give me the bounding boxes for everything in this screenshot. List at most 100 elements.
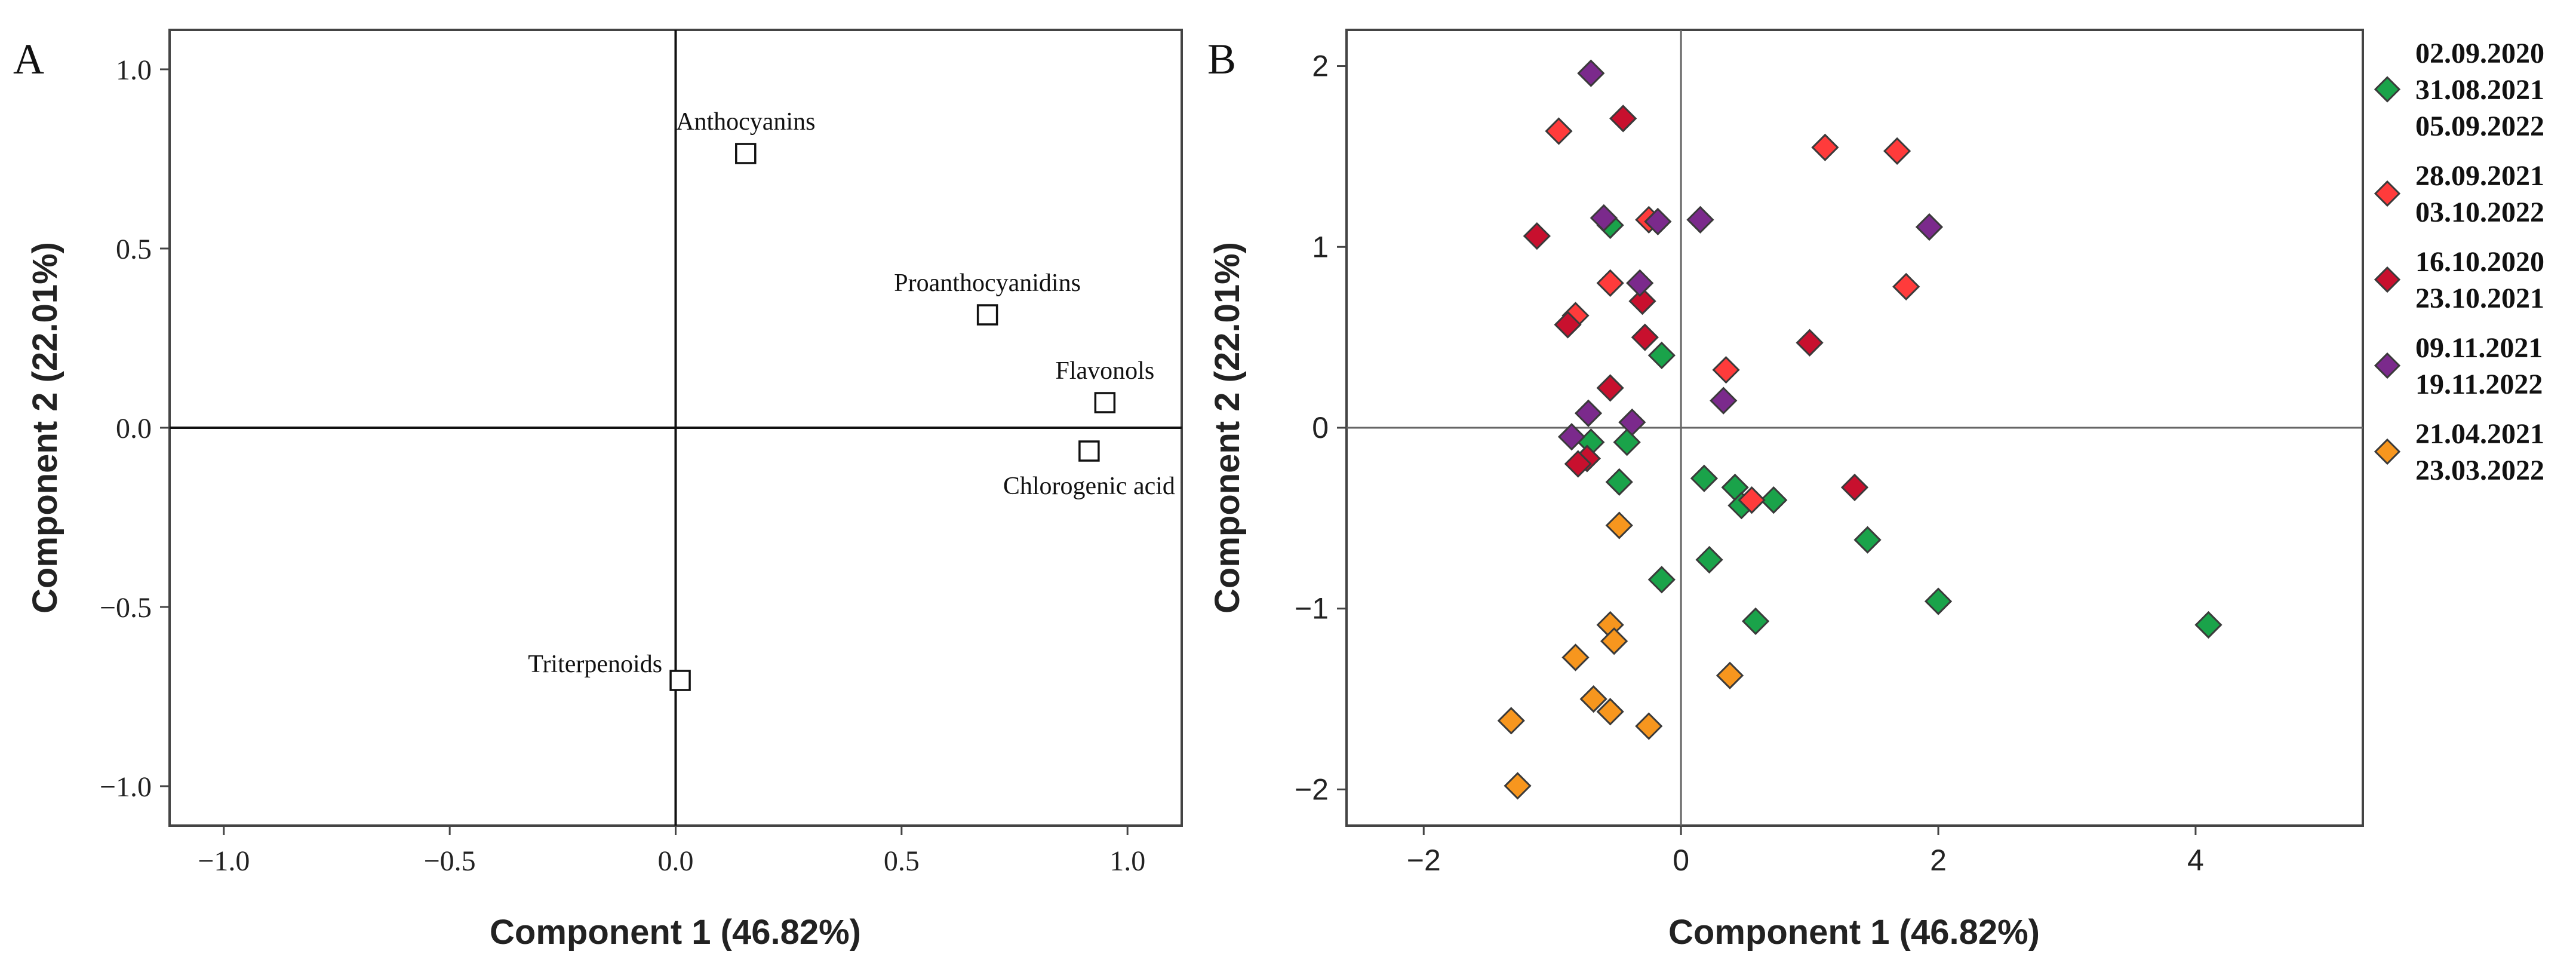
b-x-tick-label: 0 [1673,844,1689,877]
b-legend-label: 03.10.2022 [2415,197,2544,228]
b-legend-label: 16.10.2020 [2415,246,2544,278]
b-score-marker [1716,661,1744,689]
b-score-marker [1738,486,1766,514]
a-loading-marker [735,143,757,164]
a-loading-label: Triterpenoids [528,651,662,678]
b-y-tick-label: −1 [1295,592,1329,625]
b-score-marker [1596,269,1624,297]
panel-a-pca-loadings: A −1.0 −0.5 0.0 0.5 1.0 −1.0 −0.5 0.0 0.5 1.0 Ant… [13,29,1183,952]
b-x-tick-label: 4 [2187,844,2204,877]
panel-a-y-axis-label: Component 2 (22.01%) [26,242,64,614]
b-score-marker [1710,387,1738,415]
panel-b-ticks: −2 0 2 4 −2 −1 0 1 2 [1295,50,2204,877]
b-y-tick-label: 0 [1312,411,1329,444]
b-score-marker [1497,707,1525,735]
b-score-marker [1796,329,1824,357]
b-score-marker [1924,587,1953,615]
a-loading-marker [976,304,998,326]
b-score-marker [1686,206,1714,234]
a-x-tick-label: −1.0 [198,845,250,877]
b-score-marker [1605,468,1633,496]
a-x-tick-label: −0.5 [424,845,476,877]
b-legend-label: 02.09.2020 [2415,38,2544,69]
a-y-tick-label: 1.0 [116,54,152,86]
a-y-tick-label: −0.5 [100,592,152,624]
a-y-tick-label: −1.0 [100,771,152,803]
a-loading-marker [669,670,691,691]
panel-b-pca-scores: B −2 0 2 4 −2 −1 0 1 2 02.09.2020 31.08.2021 05.09… [1207,29,2544,952]
b-score-marker [1690,464,1719,492]
b-legend-label: 05.09.2022 [2415,111,2544,142]
b-score-marker [1618,408,1646,437]
b-score-marker [1590,204,1618,232]
panel-a-points: Anthocyanins Proanthocyanidins Flavonols Ch… [528,108,1175,691]
b-legend-label: 21.04.2021 [2415,418,2544,450]
b-score-marker [1915,213,1944,241]
b-score-marker [1626,269,1654,297]
b-score-marker [1883,137,1911,165]
panel-b-letter: B [1207,35,1236,83]
b-score-marker [1523,222,1551,250]
a-loading-label: Anthocyanins [676,108,815,136]
b-score-marker [1600,627,1628,655]
b-legend-marker [2374,180,2401,207]
b-legend-marker [2374,266,2401,293]
b-score-marker [1609,105,1637,133]
b-score-marker [1695,545,1723,574]
panel-a-reference-lines [170,30,1182,826]
b-score-marker [1564,450,1592,478]
a-x-tick-label: 0.0 [658,845,694,877]
b-score-marker [1712,356,1740,384]
b-legend-label: 19.11.2022 [2415,369,2543,400]
b-legend-label: 28.09.2021 [2415,160,2544,192]
b-score-marker [1840,473,1869,502]
b-score-marker [1605,511,1633,539]
b-score-marker [2194,611,2223,639]
a-loading-label: Proanthocyanidins [894,269,1081,297]
panel-b-points [1497,59,2223,800]
a-loading-marker [1094,392,1116,413]
panel-b-legend: 02.09.2020 31.08.2021 05.09.2022 28.09.2021… [2374,38,2544,486]
panel-a-letter: A [13,35,44,83]
b-legend-label: 09.11.2021 [2415,332,2543,364]
b-score-marker [1596,374,1624,402]
b-score-marker [1644,207,1672,236]
b-score-marker [1613,428,1641,456]
b-score-marker [1892,272,1920,300]
b-legend-label: 31.08.2021 [2415,74,2544,106]
a-y-tick-label: 0.5 [116,234,152,265]
b-score-marker [1760,486,1788,514]
b-score-marker [1557,423,1586,451]
a-loading-label: Flavonols [1056,357,1155,385]
b-score-marker [1628,287,1656,315]
panel-b-y-axis-label: Component 2 (22.01%) [1208,242,1247,614]
b-score-marker [1811,133,1839,161]
b-legend-label: 23.03.2022 [2415,455,2544,486]
b-legend-marker [2374,352,2401,379]
b-score-marker [1596,698,1624,726]
b-score-marker [1853,526,1882,554]
b-y-tick-label: 2 [1312,50,1329,83]
b-score-marker [1577,59,1605,87]
b-score-marker [1647,566,1676,594]
b-legend-marker [2374,438,2401,465]
b-x-tick-label: −2 [1407,844,1441,877]
b-score-marker [1647,341,1676,370]
b-legend-marker [2374,76,2401,103]
b-score-marker [1504,772,1532,800]
b-score-marker [1545,117,1573,145]
a-loading-label: Chlorogenic acid [1003,473,1175,500]
b-y-tick-label: 1 [1312,230,1329,263]
b-score-marker [1579,685,1607,713]
panel-b-x-axis-label: Component 1 (46.82%) [1668,913,2040,952]
panel-a-ticks: −1.0 −0.5 0.0 0.5 1.0 −1.0 −0.5 0.0 0.5 1.0 [100,54,1145,877]
a-x-tick-label: 1.0 [1109,845,1145,877]
b-legend-label: 23.10.2021 [2415,283,2544,314]
panel-b-reference-lines [1347,30,2363,826]
panel-a-x-axis-label: Component 1 (46.82%) [490,913,861,952]
b-score-marker [1631,323,1659,351]
a-loading-marker [1078,440,1100,462]
b-score-marker [1574,399,1603,427]
b-score-marker [1554,311,1582,339]
b-score-marker [1561,643,1590,671]
